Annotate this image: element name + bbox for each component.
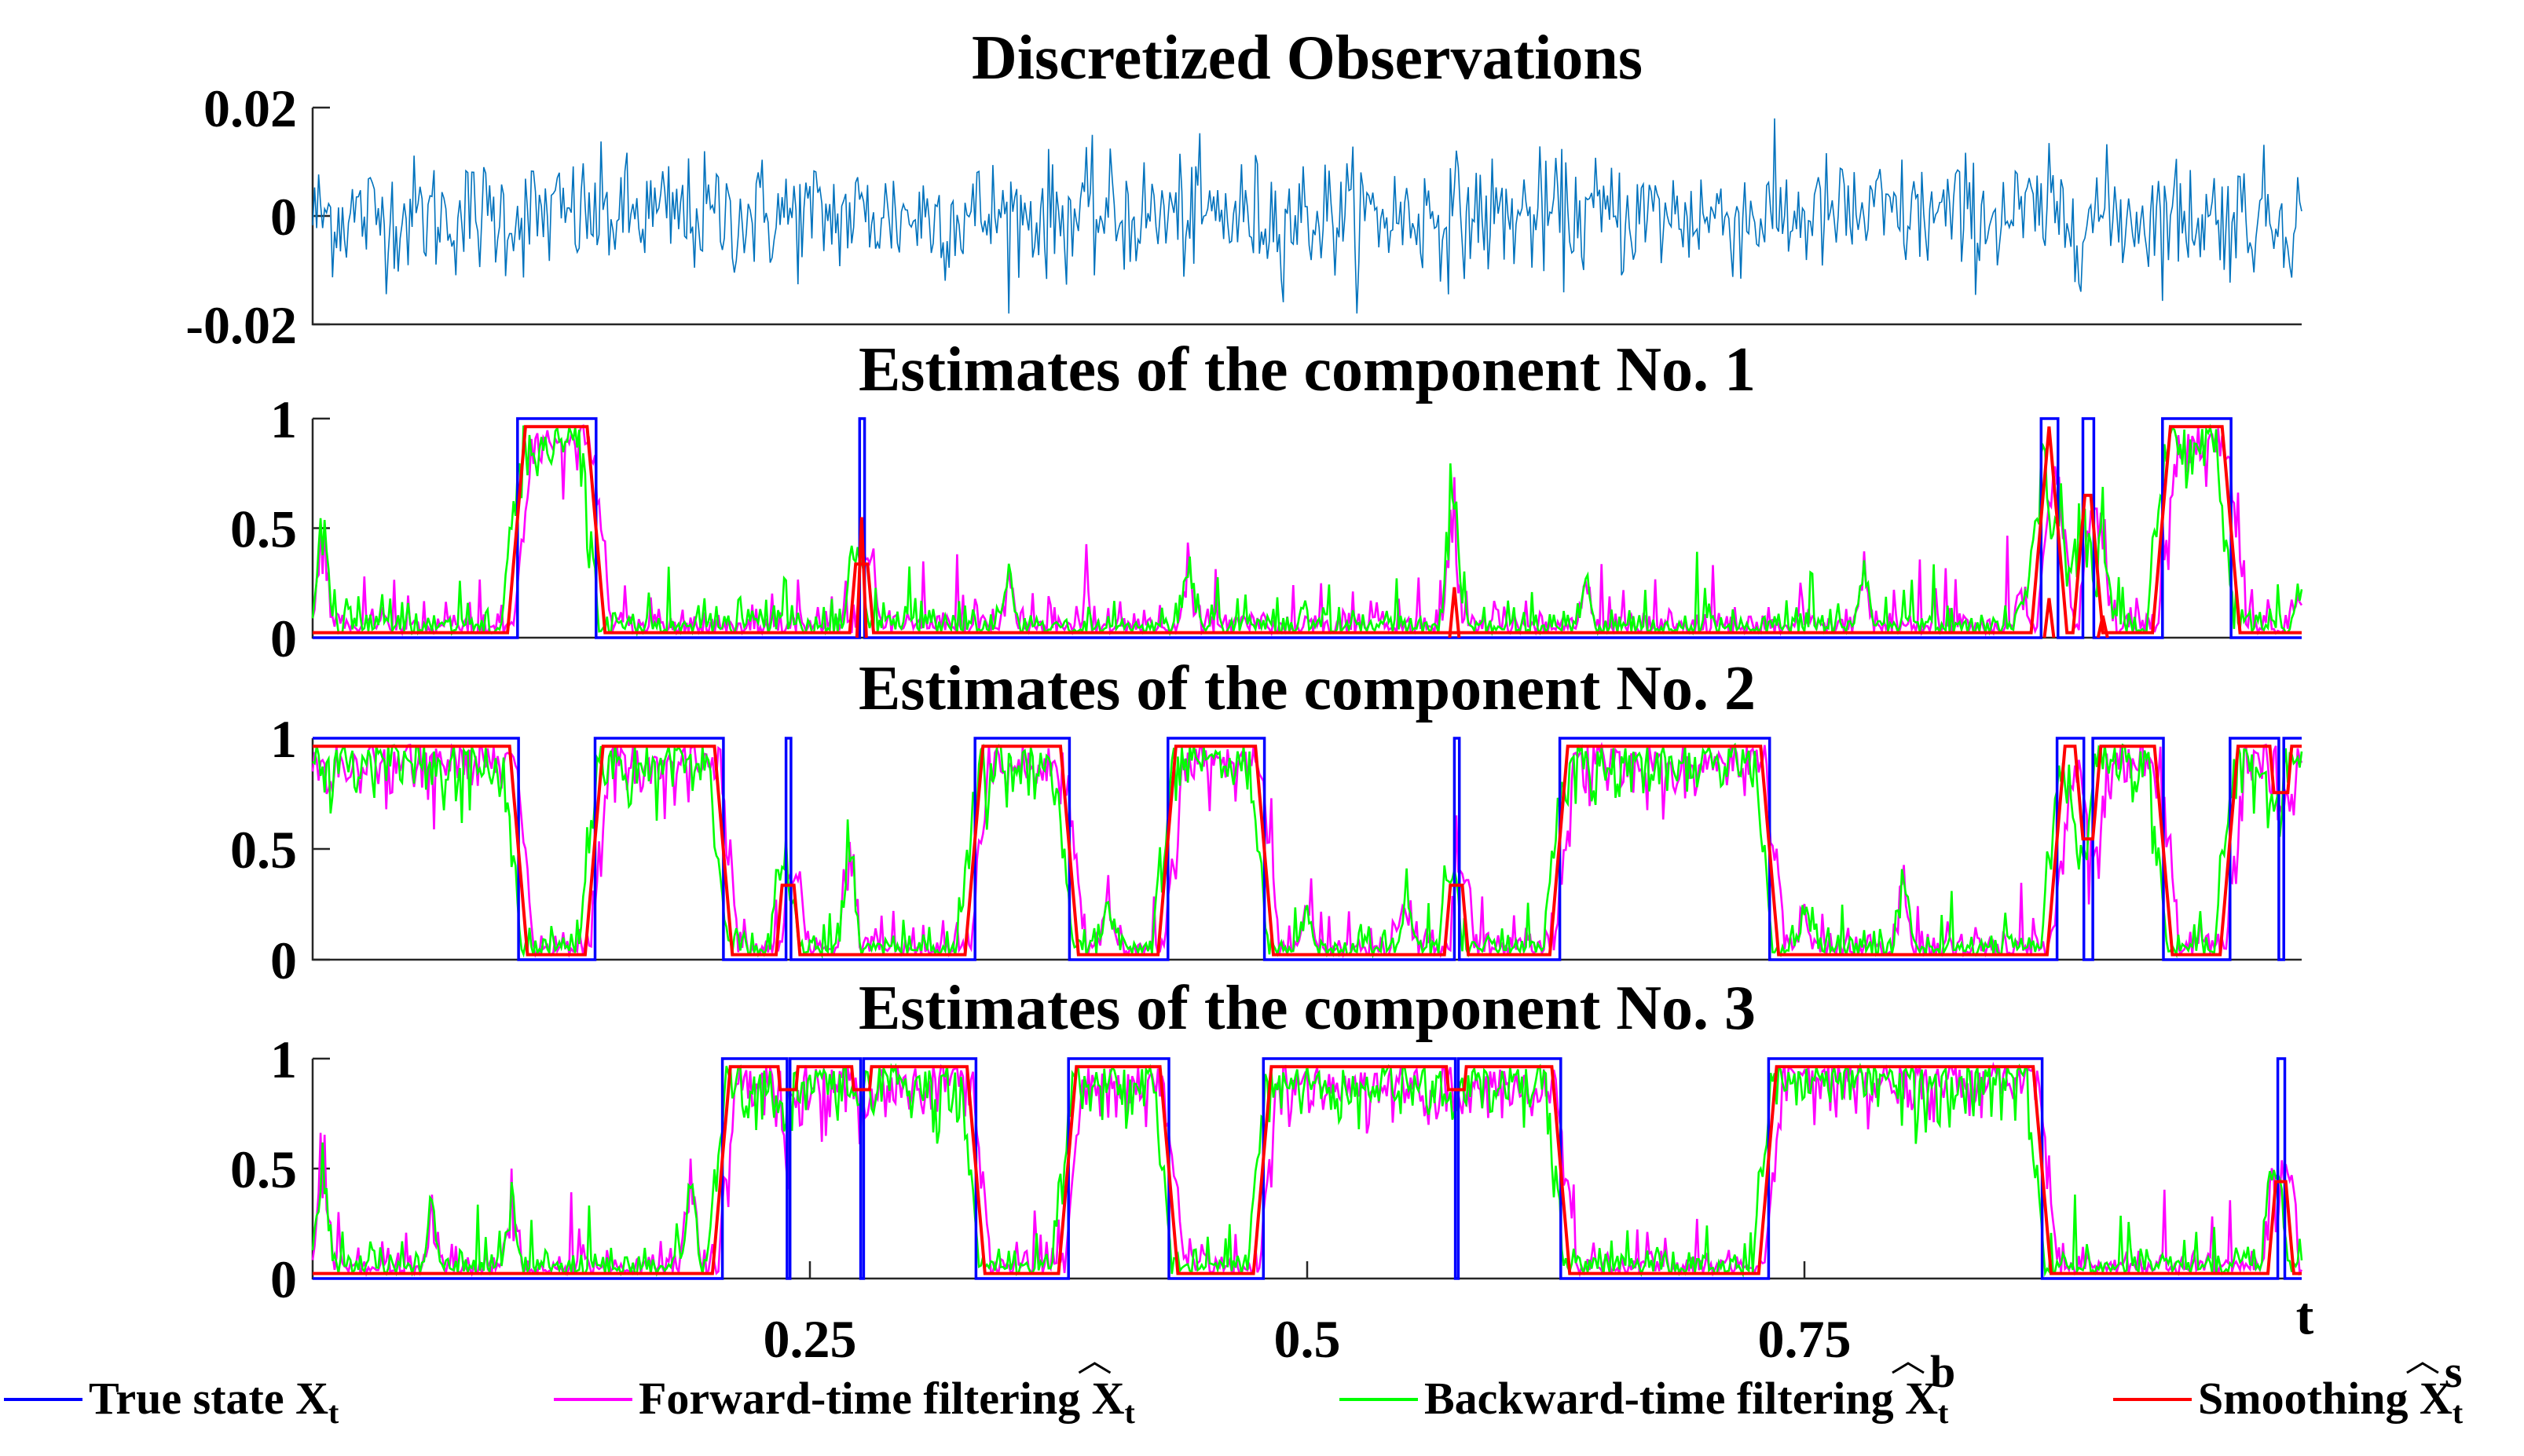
legend-superscript: b	[1930, 1346, 1955, 1397]
panel-3-title: Estimates of the component No. 2	[859, 654, 1756, 723]
panel-2-title: Estimates of the component No. 1	[859, 335, 1756, 404]
legend-subscript: t	[2453, 1395, 2464, 1430]
smoothing-series	[313, 425, 2302, 635]
backward-filtering-series	[311, 423, 2303, 638]
y-tick-label: 1	[270, 709, 297, 769]
y-tick-label: 0.5	[230, 499, 297, 559]
panel-2: Estimates of the component No. 1 0 0.5 1	[230, 335, 2303, 668]
legend-symbol: X	[1092, 1373, 1125, 1424]
legend-entry-4: Smoothing Xts	[2113, 1346, 2464, 1430]
smoothing-peak	[2096, 615, 2109, 638]
legend-entry-3: Backward-time filtering Xtb	[1339, 1346, 1955, 1430]
panels: Discretized Observations -0.02 0 0.02 Estima…	[185, 24, 2313, 1369]
y-tick-label: 0	[270, 609, 297, 668]
x-tick-label: 0.25	[764, 1309, 857, 1369]
legend-label: Smoothing Xt	[2198, 1373, 2464, 1430]
legend-hat	[1078, 1362, 1112, 1374]
legend-subscript: t	[1938, 1395, 1949, 1430]
smoothing-peak	[855, 517, 868, 638]
y-tick-label: 0.02	[203, 79, 297, 138]
legend-superscript: s	[2445, 1346, 2463, 1397]
legend-symbol: X	[1905, 1373, 1938, 1424]
legend-label: True state Xt	[89, 1373, 339, 1430]
panel-1-title: Discretized Observations	[972, 24, 1643, 93]
x-tick-label: 0.5	[1274, 1309, 1341, 1369]
legend-entry-2: Forward-time filtering Xt	[554, 1362, 1135, 1430]
legend-subscript: t	[1124, 1395, 1135, 1430]
legend: True state Xt Forward-time filtering Xt Ba…	[4, 1346, 2464, 1430]
y-tick-label: 1	[270, 390, 297, 449]
y-tick-label: 0	[270, 931, 297, 990]
legend-symbol: X	[295, 1373, 328, 1424]
panel-4-title: Estimates of the component No. 3	[859, 974, 1756, 1043]
smoothing-series	[313, 1065, 2302, 1275]
panel-4: Estimates of the component No. 3 0 0.5 1 0.2…	[230, 974, 2314, 1369]
smoothing-peak	[1448, 587, 1461, 638]
legend-label: Forward-time filtering Xt	[639, 1373, 1135, 1430]
observation-series	[312, 118, 2302, 314]
x-axis-label: t	[2296, 1286, 2314, 1345]
y-tick-label: 0.5	[230, 820, 297, 880]
y-tick-label: -0.02	[185, 295, 297, 355]
legend-entry-1: True state Xt	[4, 1373, 339, 1430]
y-tick-label: 0	[270, 1249, 297, 1309]
legend-subscript: t	[328, 1395, 339, 1430]
y-tick-label: 0.5	[230, 1140, 297, 1199]
legend-symbol: X	[2420, 1373, 2453, 1424]
legend-label: Backward-time filtering Xt	[1424, 1373, 1949, 1430]
y-tick-label: 0	[270, 187, 297, 247]
panel-3: Estimates of the component No. 2 0 0.5 1	[230, 654, 2303, 990]
legend-hat	[2406, 1362, 2439, 1374]
true-state-series	[313, 737, 2302, 961]
smoothing-series	[313, 744, 2302, 957]
y-tick-label: 1	[270, 1030, 297, 1089]
panel-1: Discretized Observations -0.02 0 0.02	[185, 24, 2302, 355]
legend-hat	[1892, 1362, 1925, 1374]
smoothing-peak	[2042, 598, 2056, 638]
x-tick-label: 0.75	[1758, 1309, 1852, 1369]
backward-filtering-series	[312, 742, 2303, 960]
